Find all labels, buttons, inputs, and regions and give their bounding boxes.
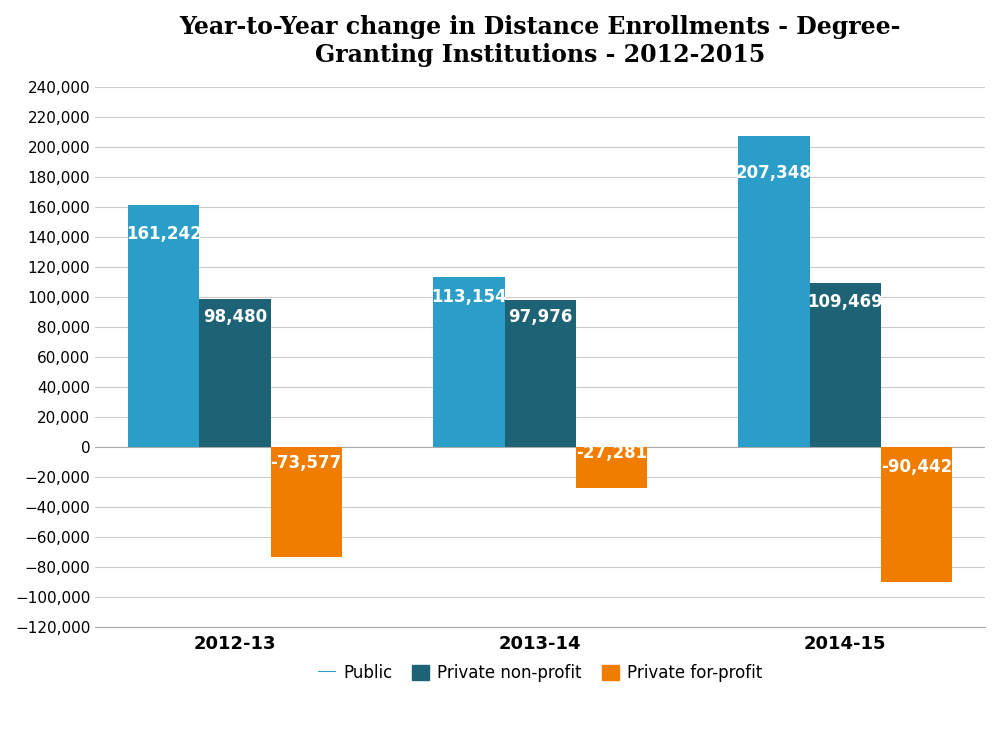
Bar [881, 446, 952, 582]
Text: 113,154: 113,154 [431, 288, 507, 306]
Bar [128, 205, 199, 446]
Text: 109,469: 109,469 [807, 293, 883, 311]
Bar [271, 446, 342, 557]
Text: -90,442: -90,442 [881, 458, 952, 476]
Text: 161,242: 161,242 [126, 225, 202, 243]
Text: 98,480: 98,480 [203, 308, 267, 326]
Text: 207,348: 207,348 [736, 164, 812, 182]
Bar [199, 299, 271, 446]
Bar [810, 283, 881, 446]
Text: 97,976: 97,976 [508, 308, 572, 326]
Text: -73,577: -73,577 [271, 454, 342, 472]
Title: Year-to-Year change in Distance Enrollments - Degree-
Granting Institutions - 20: Year-to-Year change in Distance Enrollme… [179, 15, 901, 67]
Text: -27,281: -27,281 [576, 444, 647, 461]
Bar [433, 277, 505, 446]
Bar [505, 300, 576, 446]
Bar [738, 136, 810, 446]
Legend: Public, Private non-profit, Private for-profit: Public, Private non-profit, Private for-… [311, 657, 769, 688]
Bar [576, 446, 647, 488]
